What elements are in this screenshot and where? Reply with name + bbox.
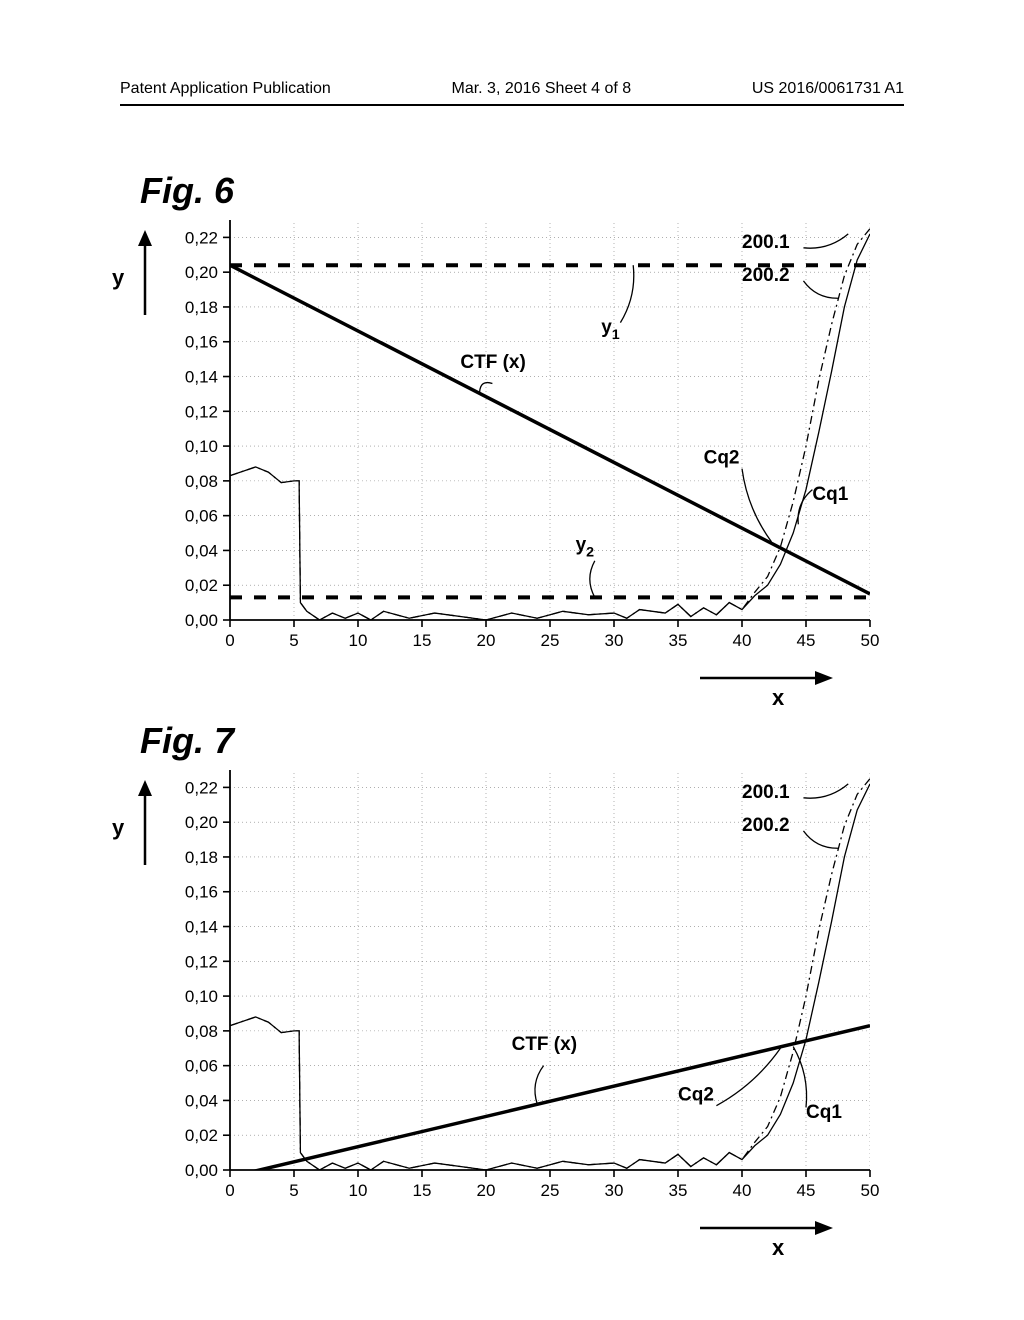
svg-text:CTF (x): CTF (x) — [460, 352, 525, 373]
svg-text:Cq2: Cq2 — [704, 447, 740, 468]
y-axis-arrow-icon-2 — [130, 780, 160, 870]
fig7-x-label: x — [772, 1235, 784, 1261]
svg-text:30: 30 — [605, 1181, 624, 1200]
svg-text:0,18: 0,18 — [185, 298, 218, 317]
patent-header: Patent Application Publication Mar. 3, 2… — [0, 80, 1024, 98]
svg-text:25: 25 — [541, 1181, 560, 1200]
svg-text:45: 45 — [797, 1181, 816, 1200]
svg-text:50: 50 — [861, 631, 880, 650]
svg-text:0,00: 0,00 — [185, 611, 218, 630]
svg-text:15: 15 — [413, 631, 432, 650]
svg-text:35: 35 — [669, 1181, 688, 1200]
svg-text:20: 20 — [477, 631, 496, 650]
svg-text:15: 15 — [413, 1181, 432, 1200]
svg-text:Cq1: Cq1 — [806, 1102, 842, 1123]
fig6-x-label: x — [772, 685, 784, 711]
x-axis-arrow-icon — [695, 668, 835, 688]
svg-text:50: 50 — [861, 1181, 880, 1200]
svg-text:0,12: 0,12 — [185, 952, 218, 971]
svg-text:35: 35 — [669, 631, 688, 650]
svg-text:200.1: 200.1 — [742, 782, 790, 803]
svg-text:40: 40 — [733, 1181, 752, 1200]
svg-text:0,18: 0,18 — [185, 848, 218, 867]
svg-text:0,22: 0,22 — [185, 778, 218, 797]
svg-text:20: 20 — [477, 1181, 496, 1200]
svg-text:0,02: 0,02 — [185, 1126, 218, 1145]
fig6-chart: 0 5 10 15 20 25 30 35 40 45 50 0,00 0,02 0,04 0,06 0,08… — [170, 210, 910, 670]
fig7-y-label: y — [112, 815, 124, 841]
fig7-chart: 0 5 10 15 20 25 30 35 40 45 50 0,00 0,02 0,04 0,06 0,08… — [170, 760, 910, 1220]
svg-text:5: 5 — [289, 631, 298, 650]
svg-text:45: 45 — [797, 631, 816, 650]
svg-text:200.2: 200.2 — [742, 815, 790, 836]
fig6-svg: 0 5 10 15 20 25 30 35 40 45 50 0,00 0,02 0,04 0,06 0,08… — [170, 210, 910, 670]
svg-text:0,22: 0,22 — [185, 228, 218, 247]
svg-text:0,06: 0,06 — [185, 507, 218, 526]
svg-text:0,20: 0,20 — [185, 263, 218, 282]
svg-text:0,08: 0,08 — [185, 1022, 218, 1041]
svg-text:y1: y1 — [601, 317, 620, 343]
y-axis-arrow-icon — [130, 230, 160, 320]
svg-text:0,00: 0,00 — [185, 1161, 218, 1180]
svg-text:0,10: 0,10 — [185, 987, 218, 1006]
svg-text:CTF (x): CTF (x) — [512, 1034, 577, 1055]
svg-text:0,16: 0,16 — [185, 333, 218, 352]
svg-text:Cq1: Cq1 — [812, 484, 848, 505]
svg-text:0,06: 0,06 — [185, 1057, 218, 1076]
header-divider — [120, 104, 904, 106]
svg-text:10: 10 — [349, 1181, 368, 1200]
x-axis-arrow-icon-2 — [695, 1218, 835, 1238]
svg-text:5: 5 — [289, 1181, 298, 1200]
fig7-svg: 0 5 10 15 20 25 30 35 40 45 50 0,00 0,02 0,04 0,06 0,08… — [170, 760, 910, 1220]
svg-text:200.2: 200.2 — [742, 265, 790, 286]
svg-text:200.1: 200.1 — [742, 232, 790, 253]
svg-text:25: 25 — [541, 631, 560, 650]
svg-text:30: 30 — [605, 631, 624, 650]
svg-text:40: 40 — [733, 631, 752, 650]
svg-text:0,14: 0,14 — [185, 918, 218, 937]
svg-text:0: 0 — [225, 631, 234, 650]
svg-text:10: 10 — [349, 631, 368, 650]
svg-text:0,04: 0,04 — [185, 541, 218, 560]
svg-text:0,02: 0,02 — [185, 576, 218, 595]
header-center: Mar. 3, 2016 Sheet 4 of 8 — [451, 80, 631, 98]
fig6-y-label: y — [112, 265, 124, 291]
svg-text:0,08: 0,08 — [185, 472, 218, 491]
svg-text:0,04: 0,04 — [185, 1091, 218, 1110]
header-left: Patent Application Publication — [120, 80, 331, 98]
fig6-title: Fig. 6 — [140, 170, 234, 212]
svg-text:0,14: 0,14 — [185, 368, 218, 387]
svg-text:Cq2: Cq2 — [678, 1084, 714, 1105]
svg-text:0,12: 0,12 — [185, 402, 218, 421]
fig7-title: Fig. 7 — [140, 720, 234, 762]
svg-text:0,20: 0,20 — [185, 813, 218, 832]
svg-text:0,16: 0,16 — [185, 883, 218, 902]
svg-text:0: 0 — [225, 1181, 234, 1200]
header-right: US 2016/0061731 A1 — [752, 80, 904, 98]
svg-text:0,10: 0,10 — [185, 437, 218, 456]
svg-text:y2: y2 — [576, 534, 595, 560]
